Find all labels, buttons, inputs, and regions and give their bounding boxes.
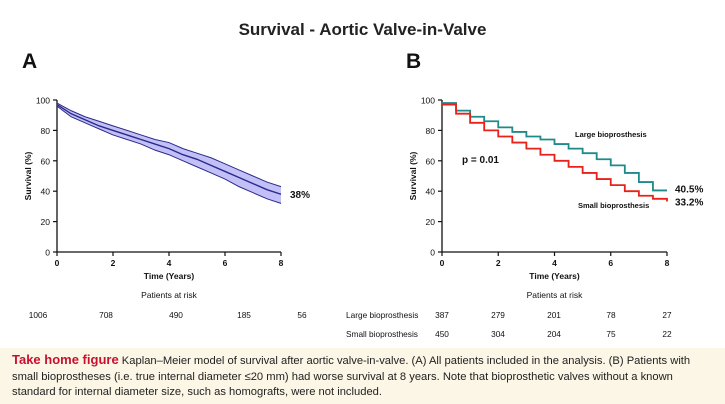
panel-a-risk-count: 490 [169, 310, 183, 320]
panel-a-survival-line [56, 103, 282, 195]
panel-b-risk-count: 75 [606, 329, 616, 339]
panel-b-risk-row-label: Small bioprosthesis [346, 329, 418, 339]
panel-b-risk-title: Patients at risk [527, 290, 583, 300]
panel-b-label: B [406, 50, 422, 73]
panel-a-x-tick-label: 2 [111, 258, 116, 268]
panel-a-ci-lower-line [56, 105, 282, 204]
panel-b-risk-count: 387 [435, 310, 449, 320]
panel-b-risk-count: 304 [491, 329, 505, 339]
panel-a-x-axis-label: Time (Years) [144, 271, 195, 281]
panel-b-small-line [442, 103, 668, 202]
panel-a-x-tick-label: 0 [55, 258, 60, 268]
panel-a-risk-count: 708 [99, 310, 113, 320]
panel-b-p-value: p = 0.01 [462, 155, 499, 166]
panel-a-y-tick-label: 40 [41, 187, 51, 197]
panel-b-y-tick-label: 0 [430, 248, 435, 258]
panel-b-x-tick-label: 4 [552, 258, 557, 268]
panel-a-x-tick-label: 6 [223, 258, 228, 268]
panel-a-risk-title: Patients at risk [141, 290, 197, 300]
panel-a-end-label: 38% [290, 190, 310, 201]
panel-b-y-tick-label: 40 [426, 187, 436, 197]
panel-a-x-tick-label: 4 [167, 258, 172, 268]
panel-a-ci-upper-line [56, 102, 282, 188]
panel-b-y-axis-label: Survival (%) [408, 152, 418, 201]
panel-b-risk-count: 450 [435, 329, 449, 339]
panel-b-large-end-label: 40.5% [675, 184, 703, 195]
panel-b-y-tick-label: 60 [426, 156, 436, 166]
panel-b-x-tick-label: 8 [665, 258, 670, 268]
caption-text: Kaplan–Meier model of survival after aor… [12, 355, 691, 398]
figure-title: Survival - Aortic Valve-in-Valve [238, 20, 487, 39]
panel-b-risk-count: 27 [662, 310, 672, 320]
panel-b-risk-count: 201 [547, 310, 561, 320]
panel-b-x-tick-label: 6 [608, 258, 613, 268]
panel-a-risk-count: 1006 [29, 310, 48, 320]
panel-b-x-tick-label: 0 [440, 258, 445, 268]
panel-a-y-tick-label: 0 [45, 248, 50, 258]
panel-a-x-tick-label: 8 [279, 258, 284, 268]
panel-b-risk-count: 279 [491, 310, 505, 320]
panel-b-y-tick-label: 20 [426, 217, 436, 227]
panel-b-risk-count: 22 [662, 329, 672, 339]
panel-a-risk-count: 185 [237, 310, 251, 320]
panel-a-y-tick-label: 100 [36, 96, 50, 106]
figure-panel: Survival - Aortic Valve-in-Valve A B 0 20… [0, 0, 725, 348]
panel-a-y-tick-label: 80 [41, 126, 51, 136]
panel-b-x-tick-label: 2 [496, 258, 501, 268]
panel-b-x-axis-label: Time (Years) [529, 271, 580, 281]
panel-b-y-tick-label: 80 [426, 126, 436, 136]
caption-lead: Take home figure [12, 352, 119, 367]
panel-a-y-tick-label: 60 [41, 156, 51, 166]
panel-b-small-end-label: 33.2% [675, 198, 703, 209]
panel-b-y-tick-label: 100 [421, 96, 435, 106]
panel-b-risk-row-label: Large bioprosthesis [346, 310, 418, 320]
panel-a-confidence-band [57, 103, 281, 204]
panel-b-large-line [442, 102, 667, 192]
panel-b-risk-count: 204 [547, 329, 561, 339]
panel-b-risk-count: 78 [606, 310, 616, 320]
panel-a-label: A [22, 50, 38, 73]
panel-b-small-series-label: Small bioprosthesis [578, 201, 649, 210]
figure-caption: Take home figure Kaplan–Meier model of s… [12, 352, 717, 401]
panel-a-y-axis-label: Survival (%) [23, 152, 33, 201]
panel-a-y-tick-label: 20 [41, 217, 51, 227]
panel-a-risk-count: 56 [297, 310, 307, 320]
panel-b-large-series-label: Large bioprosthesis [575, 130, 647, 139]
